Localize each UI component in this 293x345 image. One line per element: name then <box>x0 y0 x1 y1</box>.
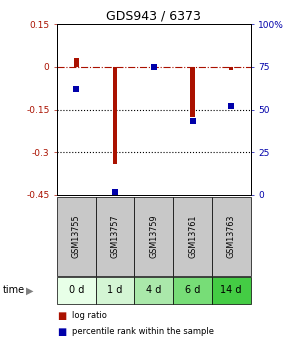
Text: ■: ■ <box>57 327 67 337</box>
Text: 6 d: 6 d <box>185 285 200 295</box>
Text: percentile rank within the sample: percentile rank within the sample <box>72 327 214 336</box>
Bar <box>57 197 96 276</box>
Text: GSM13763: GSM13763 <box>227 215 236 258</box>
Bar <box>212 197 251 276</box>
Bar <box>96 197 134 276</box>
Text: log ratio: log ratio <box>72 311 107 320</box>
Bar <box>173 197 212 276</box>
Bar <box>190 67 195 117</box>
Bar <box>229 67 234 70</box>
Text: GSM13755: GSM13755 <box>72 215 81 258</box>
Text: GSM13757: GSM13757 <box>111 215 120 258</box>
Text: ▶: ▶ <box>25 285 33 295</box>
Text: time: time <box>3 285 25 295</box>
Bar <box>212 277 251 304</box>
Bar <box>57 277 96 304</box>
Bar <box>134 197 173 276</box>
Text: ■: ■ <box>57 311 67 321</box>
Bar <box>151 67 156 68</box>
Bar <box>96 277 134 304</box>
Text: GSM13761: GSM13761 <box>188 215 197 258</box>
Bar <box>173 277 212 304</box>
Text: 14 d: 14 d <box>220 285 242 295</box>
Text: 4 d: 4 d <box>146 285 161 295</box>
Text: 1 d: 1 d <box>108 285 123 295</box>
Title: GDS943 / 6373: GDS943 / 6373 <box>106 10 201 23</box>
Text: GSM13759: GSM13759 <box>149 215 158 258</box>
Bar <box>113 67 117 164</box>
Bar <box>134 277 173 304</box>
Bar <box>74 58 79 67</box>
Text: 0 d: 0 d <box>69 285 84 295</box>
